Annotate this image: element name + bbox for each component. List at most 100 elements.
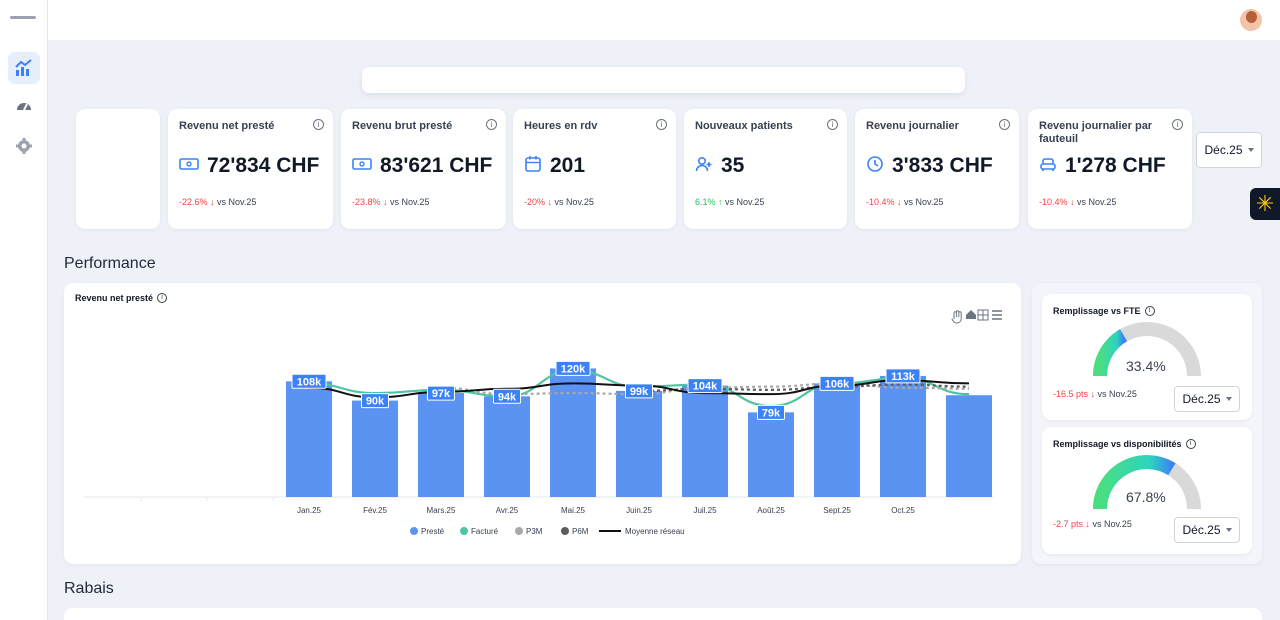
gauge-period-select[interactable]: Déc.25: [1174, 386, 1240, 412]
kpi-value: 3'833 CHF: [892, 154, 993, 177]
bar-label-box: [361, 393, 389, 409]
kpi-value: 72'834 CHF: [207, 154, 320, 177]
gauge-value: 67.8%: [1126, 489, 1166, 505]
gauge-period-select[interactable]: Déc.25: [1174, 517, 1240, 543]
zoom-grid-icon[interactable]: [977, 309, 989, 321]
kpi-compare: vs Nov.25: [387, 197, 430, 207]
legend-label: P6M: [572, 527, 589, 536]
kpi-delta: 6.1% ↑ vs Nov.25: [695, 197, 764, 207]
gauge-delta-value: -2.7 pts ↓: [1053, 519, 1091, 529]
info-icon[interactable]: i: [313, 119, 324, 130]
bar-data-label: 104k: [693, 381, 718, 393]
x-tick-label: Avr.25: [496, 506, 519, 515]
home-icon[interactable]: [966, 310, 976, 319]
info-icon[interactable]: i: [827, 119, 838, 130]
kpi-value: 1'278 CHF: [1065, 154, 1166, 177]
pan-icon[interactable]: [951, 310, 962, 324]
bar-preste[interactable]: [352, 400, 398, 497]
kpi-title: Nouveaux patients: [695, 120, 793, 132]
kpi-title: Revenu net presté: [179, 120, 275, 132]
money-icon: [352, 157, 372, 176]
kpi-delta-value: -20% ↓: [524, 197, 553, 207]
gauge-compare: vs Nov.25: [1095, 389, 1137, 399]
x-tick-label: Fév.25: [363, 506, 387, 515]
legend-label: Facturé: [471, 527, 499, 536]
info-icon[interactable]: i: [999, 119, 1010, 130]
kpi-card: Revenu journalier i 3'833 CHF -10.4% ↓ v…: [855, 109, 1019, 229]
chart-toolbar: [951, 309, 1002, 324]
legend-item[interactable]: Facturé: [460, 527, 499, 536]
menu-icon[interactable]: [992, 310, 1002, 320]
info-icon[interactable]: i: [157, 293, 168, 303]
bar-preste[interactable]: [616, 390, 662, 497]
kpi-card: Heures en rdv i 201 -20% ↓ vs Nov.25: [513, 109, 676, 229]
kpi-title: Revenu brut presté: [352, 120, 453, 132]
bar-data-label: 97k: [432, 388, 451, 400]
clock-icon: [866, 155, 884, 178]
bar-data-label: 94k: [498, 391, 517, 403]
bar-label-box: [625, 383, 653, 399]
kpi-value: 35: [721, 154, 745, 177]
legend-item[interactable]: Presté: [410, 527, 445, 536]
chart-trend-icon: [15, 59, 32, 76]
kpi-delta-value: -23.8% ↓: [352, 197, 388, 207]
user-avatar[interactable]: [1240, 9, 1262, 31]
bar-data-label: 106k: [825, 378, 850, 390]
legend-marker: [515, 527, 523, 535]
period-select-value: Déc.25: [1204, 143, 1243, 157]
bar-label-box: [687, 378, 723, 394]
nav-settings[interactable]: [8, 130, 40, 162]
bar-preste[interactable]: [682, 385, 728, 497]
bar-preste[interactable]: [814, 383, 860, 497]
gauge-value: 33.4%: [1126, 358, 1166, 374]
x-tick-label: Août.25: [757, 506, 785, 515]
line-p6m[interactable]: [638, 383, 970, 393]
info-icon[interactable]: i: [486, 119, 497, 130]
x-tick-label: Juil.25: [693, 506, 717, 515]
nav-analytics[interactable]: [8, 52, 40, 84]
info-icon[interactable]: i: [1144, 306, 1155, 316]
bar-preste[interactable]: [748, 412, 794, 497]
kpi-delta: -22.6% ↓ vs Nov.25: [179, 197, 256, 207]
gauge-compare: vs Nov.25: [1090, 519, 1132, 529]
info-icon[interactable]: i: [1172, 119, 1183, 130]
period-select[interactable]: Déc.25: [1196, 132, 1262, 168]
armchair-icon: [1039, 155, 1057, 178]
kpi-compare: vs Nov.25: [722, 197, 765, 207]
chart-title: Revenu net presté i: [75, 293, 168, 303]
bar-data-label: 79k: [762, 407, 781, 419]
kpi-delta-value: 6.1% ↑: [695, 197, 723, 207]
legend-label: P3M: [526, 527, 543, 536]
legend-item[interactable]: P6M: [561, 527, 589, 536]
gauge-card: Remplissage vs disponibilités i 67.8% -2.…: [1042, 427, 1252, 554]
bar-preste[interactable]: [550, 368, 596, 497]
bar-preste[interactable]: [880, 375, 926, 497]
help-widget-icon[interactable]: ✳: [1250, 188, 1280, 220]
legend-item[interactable]: Moyenne réseau: [599, 527, 685, 536]
kpi-delta: -10.4% ↓ vs Nov.25: [1039, 197, 1116, 207]
bar-preste[interactable]: [946, 395, 992, 497]
kpi-title: Revenu journalier: [866, 120, 959, 132]
bar-preste[interactable]: [484, 396, 530, 497]
bar-preste[interactable]: [418, 393, 464, 497]
top-bar: [48, 0, 1280, 40]
info-icon[interactable]: i: [656, 119, 667, 130]
legend-label: Moyenne réseau: [625, 527, 685, 536]
bar-label-box: [885, 368, 921, 384]
kpi-card: Revenu journalier par fauteuil i 1'278 C…: [1028, 109, 1192, 229]
info-icon[interactable]: i: [1185, 439, 1196, 449]
chevron-down-icon: [1247, 148, 1254, 152]
legend-item[interactable]: P3M: [515, 527, 543, 536]
filter-bar[interactable]: [362, 67, 965, 93]
x-tick-label: Juin.25: [626, 506, 652, 515]
nav-gauge[interactable]: [8, 90, 40, 122]
x-tick-label: Sept.25: [823, 506, 851, 515]
x-tick-label: Jan.25: [297, 506, 322, 515]
gauge-arc: [1092, 322, 1201, 377]
blank-card: [76, 109, 160, 229]
gauge-title-label: Remplissage vs disponibilités: [1053, 439, 1182, 449]
app-logo: [10, 16, 36, 19]
bar-preste[interactable]: [286, 381, 332, 497]
bar-label-box: [819, 375, 855, 391]
bar-data-label: 120k: [561, 363, 586, 375]
